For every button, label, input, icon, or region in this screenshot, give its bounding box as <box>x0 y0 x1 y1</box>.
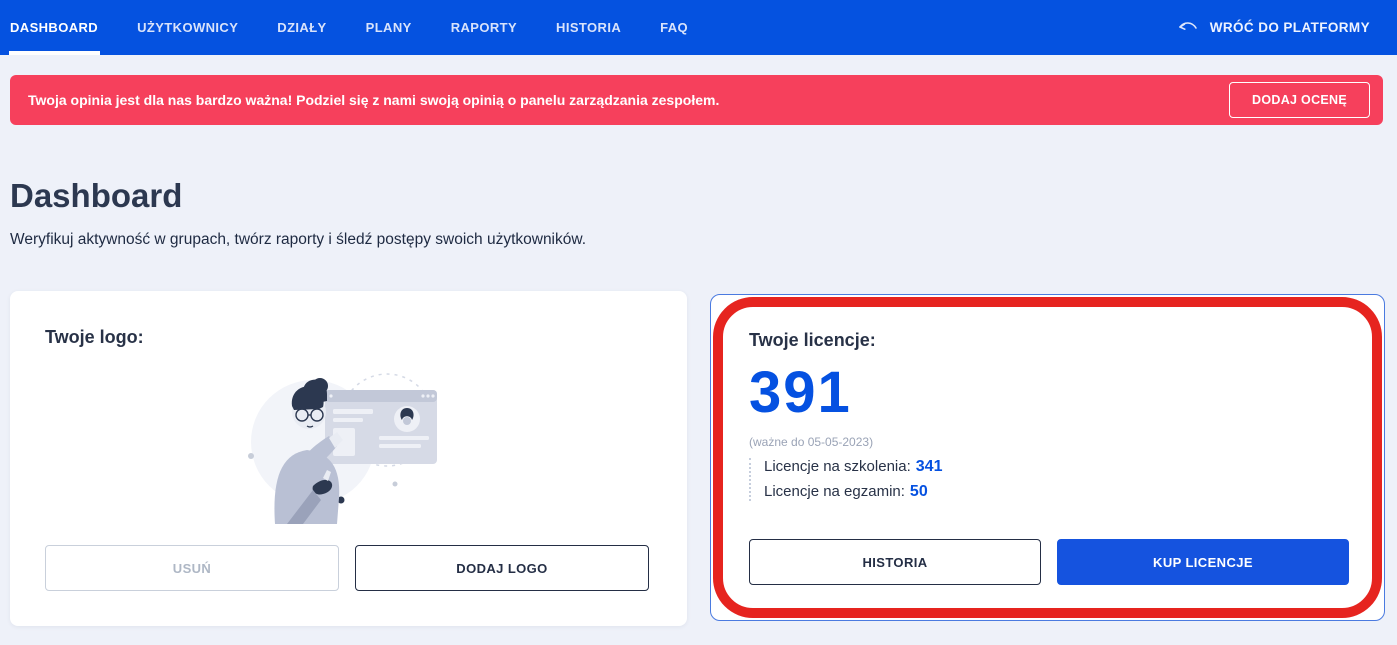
nav-item-dashboard[interactable]: DASHBOARD <box>8 0 101 55</box>
licenses-card-wrapper: Twoje licencje: 391 (ważne do 05-05-2023… <box>710 294 1385 621</box>
nav-menu: DASHBOARD UŻYTKOWNICY DZIAŁY PLANY RAPOR… <box>8 0 689 55</box>
licenses-validity: (ważne do 05-05-2023) <box>749 435 874 449</box>
list-item: Licencje na szkolenia: 341 <box>764 458 1349 476</box>
license-training-label: Licencje na szkolenia: <box>764 458 911 475</box>
nav-item-plany[interactable]: PLANY <box>365 20 412 35</box>
nav-item-uzytkownicy[interactable]: UŻYTKOWNICY <box>137 20 239 35</box>
license-exam-label: Licencje na egzamin: <box>764 483 905 500</box>
history-button[interactable]: HISTORIA <box>749 539 1041 585</box>
back-arrow-icon <box>1177 20 1199 36</box>
license-training-value: 341 <box>915 458 943 475</box>
buy-licenses-button[interactable]: KUP LICENCJE <box>1057 539 1349 585</box>
top-navbar: DASHBOARD UŻYTKOWNICY DZIAŁY PLANY RAPOR… <box>0 0 1397 55</box>
logo-card-title: Twoje logo: <box>45 327 144 347</box>
add-rating-button[interactable]: DODAJ OCENĘ <box>1229 82 1370 118</box>
list-item: Licencje na egzamin: 50 <box>764 483 1349 501</box>
page-title: Dashboard <box>10 177 183 214</box>
feedback-banner-message: Twoja opinia jest dla nas bardzo ważna! … <box>28 92 720 108</box>
add-logo-button[interactable]: DODAJ LOGO <box>355 545 649 591</box>
licenses-card: Twoje licencje: 391 (ważne do 05-05-2023… <box>710 294 1385 621</box>
nav-item-historia[interactable]: HISTORIA <box>556 20 622 35</box>
licenses-total-count: 391 <box>749 360 852 425</box>
feedback-banner: Twoja opinia jest dla nas bardzo ważna! … <box>10 75 1383 125</box>
license-exam-value: 50 <box>909 483 928 500</box>
nav-item-faq[interactable]: FAQ <box>660 20 689 35</box>
remove-logo-button[interactable]: USUŃ <box>45 545 339 591</box>
nav-item-dzialy[interactable]: DZIAŁY <box>277 20 327 35</box>
page-subtitle: Weryfikuj aktywność w grupach, twórz rap… <box>10 231 587 248</box>
nav-item-raporty[interactable]: RAPORTY <box>450 20 518 35</box>
back-to-platform-link[interactable]: WRÓĆ DO PLATFORMY <box>1177 0 1370 55</box>
back-to-platform-label: WRÓĆ DO PLATFORMY <box>1209 20 1370 35</box>
license-breakdown-list: Licencje na szkolenia: 341 Licencje na eg… <box>749 458 1349 501</box>
licenses-card-title: Twoje licencje: <box>749 330 876 350</box>
logo-card: Twoje logo: <box>10 291 687 626</box>
person-presenting-profile-card-illustration <box>235 364 460 529</box>
